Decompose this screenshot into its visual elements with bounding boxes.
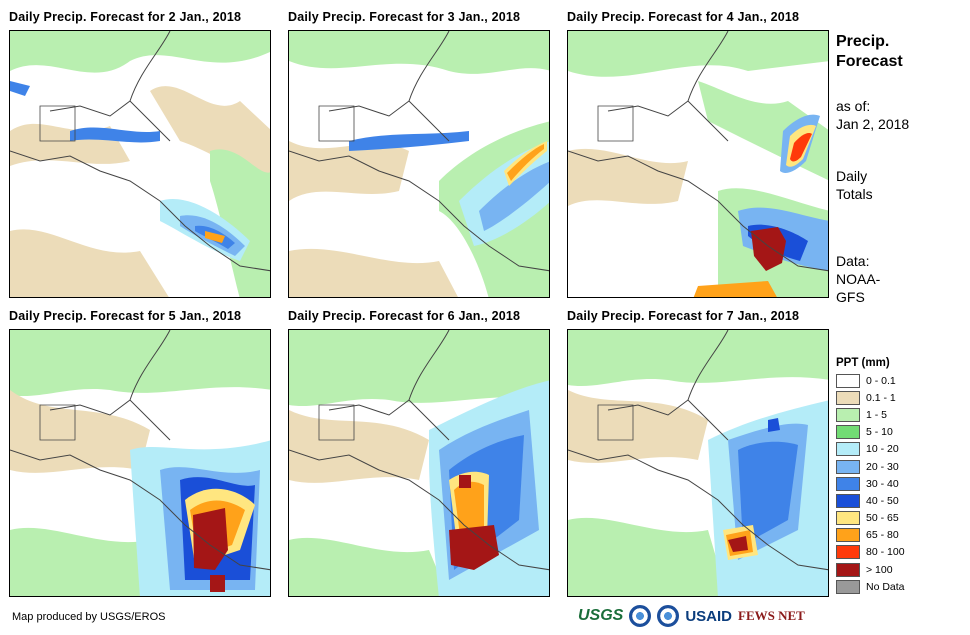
forecast-map xyxy=(9,329,271,597)
map-graphic xyxy=(568,330,828,596)
legend-item: 30 - 40 xyxy=(836,475,905,492)
legend-label: 1 - 5 xyxy=(866,408,888,421)
legend-item: 0 - 0.1 xyxy=(836,372,905,389)
usaid-seal-icon xyxy=(657,605,680,627)
map-graphic xyxy=(289,31,549,297)
totals-line1: Daily xyxy=(836,168,868,184)
data-label: Data: xyxy=(836,253,870,269)
legend-label: 0 - 0.1 xyxy=(866,374,896,387)
asof-date: Jan 2, 2018 xyxy=(836,116,910,132)
legend-item: 1 - 5 xyxy=(836,406,905,423)
panel-title: Daily Precip. Forecast for 6 Jan., 2018 xyxy=(288,309,521,323)
panel-title: Daily Precip. Forecast for 3 Jan., 2018 xyxy=(288,10,521,24)
legend-swatch xyxy=(836,442,860,457)
legend-label: 50 - 65 xyxy=(866,512,899,525)
totals-block: Daily Totals xyxy=(836,167,873,203)
panel-title: Daily Precip. Forecast for 2 Jan., 2018 xyxy=(9,10,242,24)
map-graphic xyxy=(568,31,828,297)
legend-swatch xyxy=(836,407,860,422)
legend-rows: 0 - 0.1 0.1 - 1 1 - 5 5 - 10 10 - 20 20 - 30 3… xyxy=(836,372,905,595)
totals-line2: Totals xyxy=(836,186,873,202)
legend-item: 65 - 80 xyxy=(836,527,905,544)
asof-block: as of: Jan 2, 2018 xyxy=(836,97,909,133)
legend-item: 0.1 - 1 xyxy=(836,389,905,406)
panel-title: Daily Precip. Forecast for 4 Jan., 2018 xyxy=(567,10,800,24)
legend-swatch xyxy=(836,425,860,440)
product-title-line2: Forecast xyxy=(836,53,903,70)
legend-label: 5 - 10 xyxy=(866,426,893,439)
legend-swatch xyxy=(836,545,860,560)
usaid-logo: USAID xyxy=(685,607,733,625)
legend-swatch xyxy=(836,390,860,405)
logo-strip: USGS USAID FEWS NET xyxy=(578,601,805,631)
legend-item: 5 - 10 xyxy=(836,424,905,441)
legend-label: 10 - 20 xyxy=(866,443,899,456)
product-title-line1: Precip. xyxy=(836,33,890,50)
legend-label: > 100 xyxy=(866,563,893,576)
data-line1: NOAA- xyxy=(836,271,881,287)
legend-item: > 100 xyxy=(836,561,905,578)
legend-swatch xyxy=(836,476,860,491)
map-graphic xyxy=(10,31,270,297)
legend-swatch xyxy=(836,528,860,543)
panel-title: Daily Precip. Forecast for 5 Jan., 2018 xyxy=(9,309,242,323)
data-line2: GFS xyxy=(836,289,865,305)
legend-label: 20 - 30 xyxy=(866,460,899,473)
legend-item: 40 - 50 xyxy=(836,492,905,509)
forecast-map xyxy=(288,30,550,298)
forecast-map xyxy=(9,30,271,298)
legend-swatch xyxy=(836,493,860,508)
legend-label: 65 - 80 xyxy=(866,529,899,542)
forecast-map xyxy=(567,30,829,298)
legend-label: 30 - 40 xyxy=(866,477,899,490)
legend-title: PPT (mm) xyxy=(836,357,890,369)
legend-item: 10 - 20 xyxy=(836,441,905,458)
legend-item: 20 - 30 xyxy=(836,458,905,475)
map-graphic xyxy=(289,330,549,596)
credit-text: Map produced by USGS/EROS xyxy=(12,611,166,623)
map-graphic xyxy=(10,330,270,596)
fewsnet-logo: FEWS NET xyxy=(738,608,805,623)
usgs-logo: USGS xyxy=(578,607,624,624)
legend: PPT (mm) 0 - 0.1 0.1 - 1 1 - 5 5 - 10 10 - 2… xyxy=(836,357,905,595)
asof-label: as of: xyxy=(836,98,871,114)
legend-label: 80 - 100 xyxy=(866,546,905,559)
legend-swatch xyxy=(836,373,860,388)
legend-label: No Data xyxy=(866,580,905,593)
legend-label: 0.1 - 1 xyxy=(866,391,896,404)
noaa-logo-icon xyxy=(629,605,652,627)
forecast-map xyxy=(288,329,550,597)
legend-swatch xyxy=(836,459,860,474)
legend-item: 80 - 100 xyxy=(836,544,905,561)
legend-item: No Data xyxy=(836,578,905,595)
legend-swatch xyxy=(836,511,860,526)
legend-label: 40 - 50 xyxy=(866,494,899,507)
data-source-block: Data: NOAA- GFS xyxy=(836,252,880,306)
legend-item: 50 - 65 xyxy=(836,510,905,527)
forecast-map xyxy=(567,329,829,597)
legend-swatch xyxy=(836,579,860,594)
legend-swatch xyxy=(836,562,860,577)
panel-title: Daily Precip. Forecast for 7 Jan., 2018 xyxy=(567,309,800,323)
title-block: Precip. Forecast xyxy=(836,32,903,72)
